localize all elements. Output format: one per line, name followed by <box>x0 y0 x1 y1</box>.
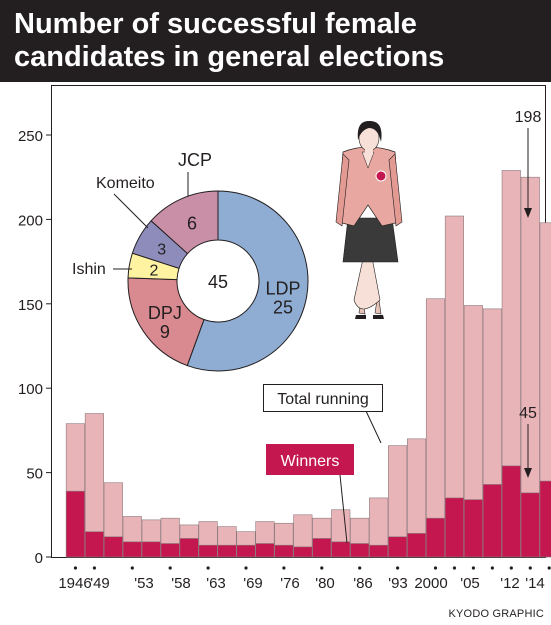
y-tick-label: 150 <box>18 297 43 314</box>
winners-bar <box>388 536 408 558</box>
winners-bar <box>501 465 521 558</box>
x-tick-label: '49 <box>90 575 110 592</box>
pie-label-jcp: JCP <box>178 150 212 170</box>
winners-bar <box>84 531 104 558</box>
winners-bar <box>236 544 256 558</box>
y-tick-label: 200 <box>18 212 43 229</box>
pie-leader-komeito <box>113 193 149 229</box>
pie-label-dpj: DPJ <box>148 303 182 323</box>
winners-bar <box>293 546 313 558</box>
y-tick-label: 0 <box>35 550 43 567</box>
winners-bar <box>179 538 199 558</box>
x-tick-dot <box>168 566 172 570</box>
winners-bar <box>444 497 465 558</box>
y-tick-label: 50 <box>26 466 43 483</box>
title-bar: Number of successful female candidates i… <box>0 0 551 82</box>
y-tick-label: 250 <box>18 128 43 145</box>
pie-label-komeito: Komeito <box>96 175 155 192</box>
x-tick-label: '86 <box>353 575 373 592</box>
pie-value-dpj: 9 <box>160 322 170 342</box>
arrow-icon <box>524 468 532 478</box>
pie-value-jcp: 6 <box>187 214 197 234</box>
woman-illustration-icon <box>335 120 403 319</box>
total-running-box <box>263 384 383 412</box>
x-tick-dot <box>73 566 78 570</box>
chart-title-line2: candidates in general elections <box>14 41 445 73</box>
pie-slice-ldp <box>186 190 309 372</box>
x-tick-dot <box>130 566 134 570</box>
x-tick-dot <box>471 566 475 570</box>
x-tick-label: '58 <box>171 575 191 592</box>
x-tick-dot <box>320 566 324 570</box>
winners-bar <box>482 484 502 558</box>
pie-center-label: 45 <box>208 272 228 292</box>
pie-value-ishin: 2 <box>150 263 159 280</box>
x-tick-dot <box>282 566 286 570</box>
pie-value-ldp: 25 <box>273 297 293 317</box>
total-2014-label: 198 <box>515 109 542 126</box>
x-tick-label: '63 <box>206 575 226 592</box>
x-tick-label: 1946 <box>58 575 91 592</box>
winners-bar <box>539 480 551 558</box>
x-tick-label: '93 <box>388 575 408 592</box>
winners-bar <box>103 536 123 558</box>
pie-value-komeito: 3 <box>157 242 166 259</box>
x-tick-dot <box>452 566 457 570</box>
winners-bar <box>65 490 85 558</box>
total-running-label: Total running <box>277 391 369 408</box>
x-tick-label: '80 <box>315 575 335 592</box>
winners-bar <box>217 544 237 558</box>
winners-2014-label: 45 <box>519 405 537 422</box>
x-tick-dot <box>547 566 551 570</box>
x-tick-dot <box>509 566 513 570</box>
x-tick-dot <box>528 566 532 570</box>
x-tick-dot <box>433 566 438 570</box>
winners-bar <box>160 543 180 558</box>
pie-label-ishin: Ishin <box>72 261 106 278</box>
y-tick-label: 100 <box>18 381 43 398</box>
winners-label: Winners <box>281 453 340 470</box>
x-tick-label: '14 <box>525 575 545 592</box>
winners-bar <box>520 492 540 558</box>
winners-leader <box>339 474 348 544</box>
x-tick-dot <box>206 566 210 570</box>
winners-bar <box>312 538 332 558</box>
x-tick-label: 2000 <box>414 575 447 592</box>
credit: KYODO GRAPHIC <box>448 608 544 620</box>
x-tick-label: '12 <box>500 575 520 592</box>
winners-box <box>266 444 354 475</box>
x-tick-dot <box>92 566 96 570</box>
x-tick-dot <box>396 566 400 570</box>
winners-bar <box>369 544 389 558</box>
winners-bar <box>463 499 483 558</box>
winners-bar <box>350 543 370 558</box>
x-tick-dot <box>490 566 494 570</box>
winners-bar <box>425 517 446 558</box>
x-tick-label: '53 <box>134 575 154 592</box>
winners-bar <box>255 543 275 558</box>
arrow-icon <box>524 208 532 218</box>
x-tick-label: '76 <box>280 575 300 592</box>
x-tick-label: '05 <box>460 575 480 592</box>
pie-slice-dpj <box>127 277 205 367</box>
winners-bar <box>141 541 161 558</box>
x-tick-label: '69 <box>243 575 263 592</box>
total-running-leader <box>365 410 382 444</box>
chart-title-line1: Number of successful female <box>14 8 417 40</box>
x-tick-dot <box>244 566 248 570</box>
winners-bar <box>122 541 142 558</box>
x-tick-dot <box>358 566 362 570</box>
pie-label-ldp: LDP <box>265 278 300 298</box>
winners-bar <box>274 544 294 558</box>
winners-bar <box>198 544 218 558</box>
pie-slice-jcp <box>150 190 219 255</box>
winners-bar <box>331 541 351 558</box>
winners-bar <box>406 533 427 558</box>
